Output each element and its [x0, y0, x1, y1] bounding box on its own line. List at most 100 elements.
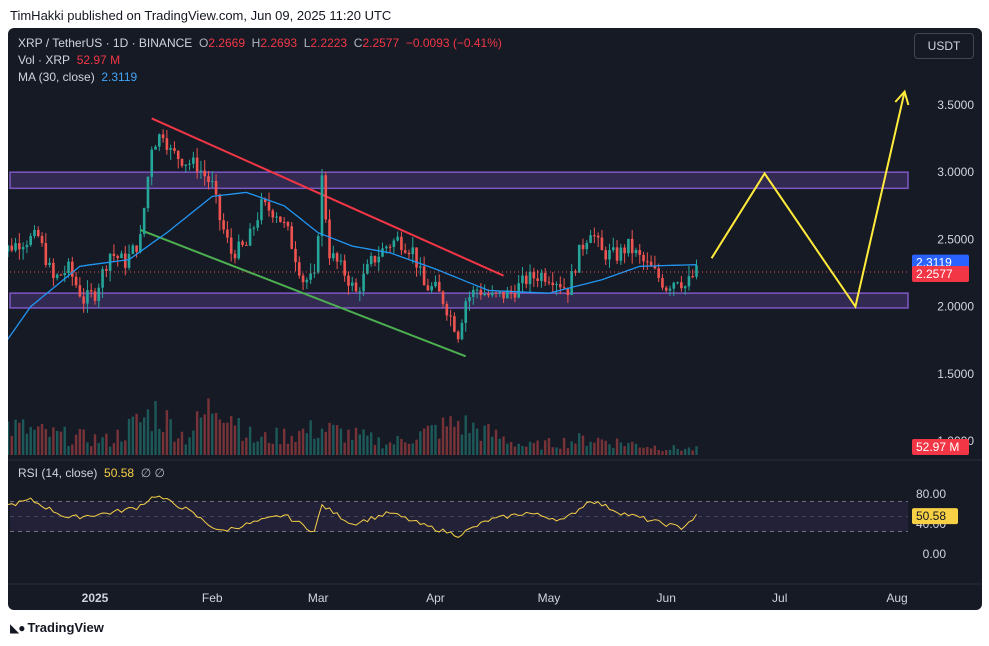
- candle: [252, 227, 256, 229]
- volume-bar: [97, 442, 100, 455]
- rsi-badge-bg: [912, 508, 958, 525]
- candle: [437, 281, 441, 292]
- candle: [551, 282, 555, 286]
- candle: [180, 159, 184, 166]
- volume-bar: [464, 415, 467, 455]
- volume-bar: [14, 419, 17, 455]
- volume-bar: [237, 417, 240, 455]
- volume-bar: [479, 440, 483, 455]
- candle: [313, 272, 316, 274]
- currency-button[interactable]: USDT: [914, 33, 974, 59]
- projection-arrowhead: [894, 89, 910, 106]
- candle: [343, 260, 346, 276]
- candle: [403, 250, 407, 253]
- price-chart[interactable]: 3.50003.00002.50002.00001.50001.00002.31…: [8, 28, 982, 610]
- candle: [55, 274, 59, 279]
- volume-bar: [596, 437, 600, 455]
- candle: [286, 222, 290, 227]
- tradingview-logo[interactable]: ◣● TradingView: [10, 620, 104, 635]
- volume-bar: [396, 435, 399, 455]
- candle: [411, 247, 415, 255]
- chart-panel[interactable]: 3.50003.00002.50002.00001.50001.00002.31…: [8, 28, 982, 610]
- candle: [426, 285, 430, 291]
- candle: [619, 247, 623, 261]
- candle: [366, 264, 369, 274]
- candle: [347, 275, 350, 286]
- candle: [354, 282, 358, 292]
- volume-bar: [120, 441, 123, 455]
- publish-header: TimHakki published on TradingView.com, J…: [10, 8, 392, 23]
- candle: [676, 282, 679, 284]
- volume-bar: [241, 440, 244, 455]
- candle: [74, 276, 78, 286]
- volume-bar: [559, 448, 562, 455]
- candle: [71, 261, 74, 277]
- volume-bar: [392, 444, 396, 455]
- candle: [441, 291, 445, 304]
- volume-bar: [332, 424, 335, 455]
- candle: [25, 244, 29, 248]
- candle: [82, 296, 85, 304]
- volume-bar: [252, 442, 256, 455]
- candle: [521, 275, 524, 284]
- volume-bar: [222, 422, 225, 455]
- volume-bar: [139, 422, 142, 455]
- candle: [627, 238, 630, 254]
- ma-legend[interactable]: MA (30, close) 2.3119: [18, 70, 137, 84]
- candle: [248, 228, 252, 246]
- candle: [127, 253, 131, 268]
- rsi-settings-icons[interactable]: ∅ ∅: [140, 466, 165, 480]
- rsi-legend[interactable]: RSI (14, close) 50.58 ∅ ∅: [18, 466, 165, 480]
- volume-badge-bg: [912, 439, 969, 455]
- candle: [396, 236, 399, 241]
- volume-bar: [180, 431, 184, 455]
- volume-label: Vol · XRP: [18, 53, 71, 67]
- volume-bar: [456, 420, 460, 455]
- candle: [680, 282, 683, 289]
- candle: [44, 243, 48, 265]
- rsi-label: RSI (14, close): [18, 466, 98, 480]
- brand-name: TradingView: [27, 620, 104, 635]
- volume-bar: [642, 447, 645, 455]
- symbol-info[interactable]: XRP / TetherUS · 1D · BINANCE: [18, 36, 193, 50]
- candle: [419, 266, 422, 268]
- candle: [585, 242, 589, 250]
- candle: [350, 282, 354, 286]
- volume-bar: [509, 441, 513, 455]
- candle: [577, 244, 581, 273]
- candle: [630, 238, 634, 254]
- candle: [10, 245, 14, 251]
- candle: [369, 255, 373, 265]
- volume-bar: [562, 437, 566, 455]
- rsi-value: 50.58: [104, 466, 135, 480]
- volume-bar: [513, 446, 517, 455]
- candle: [150, 149, 154, 177]
- volume-bar: [449, 416, 452, 455]
- candle: [517, 283, 520, 298]
- candle: [358, 291, 362, 293]
- candle: [297, 262, 301, 276]
- candle: [324, 175, 328, 220]
- candle: [695, 265, 698, 277]
- candle: [475, 289, 479, 291]
- candle: [600, 237, 604, 251]
- volume-bar: [369, 432, 373, 455]
- volume-bar: [623, 446, 626, 455]
- candle: [222, 220, 225, 230]
- close-label: C: [353, 36, 363, 50]
- candle: [33, 229, 36, 237]
- volume-bar: [536, 440, 539, 455]
- volume-bar: [532, 443, 536, 455]
- candle: [524, 275, 528, 285]
- volume-bar: [55, 430, 59, 455]
- candle: [691, 276, 695, 278]
- candle: [335, 253, 339, 262]
- volume-legend[interactable]: Vol · XRP 52.97 M: [18, 53, 120, 67]
- candle: [233, 253, 237, 259]
- volume-bar: [472, 422, 475, 455]
- volume-bar: [177, 438, 180, 455]
- candle: [184, 164, 188, 166]
- volume-bar: [540, 449, 543, 455]
- candle: [48, 262, 51, 265]
